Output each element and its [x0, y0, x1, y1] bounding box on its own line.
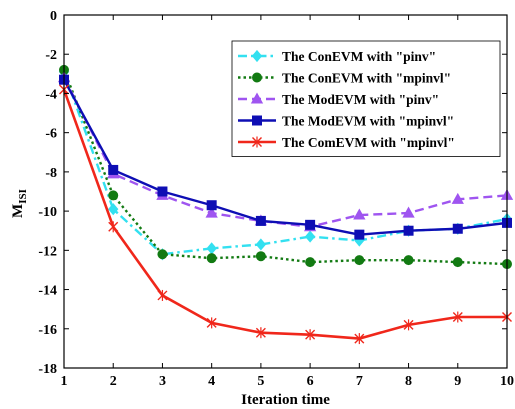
- data-point: [304, 230, 316, 243]
- legend-marker: [252, 136, 262, 148]
- y-axis-label-subscript: ISI: [17, 189, 29, 204]
- series-line: [62, 71, 508, 256]
- data-point: [205, 206, 218, 218]
- data-point: [452, 257, 463, 268]
- x-tick-label: 2: [110, 374, 117, 389]
- x-tick-label: 3: [159, 374, 166, 389]
- data-point: [305, 257, 316, 268]
- legend-marker: [252, 72, 262, 83]
- y-tick-label: -4: [45, 87, 57, 102]
- data-point: [255, 327, 266, 339]
- data-point: [206, 242, 217, 255]
- x-tick-label: 8: [405, 374, 412, 389]
- y-tick-label: -8: [45, 166, 57, 181]
- y-axis-label: MISI: [10, 189, 29, 218]
- data-point: [452, 311, 463, 323]
- data-point: [402, 206, 415, 218]
- legend-label: The ComEVM with "mpinvl": [282, 135, 455, 150]
- data-point: [353, 208, 366, 220]
- data-point: [452, 223, 463, 234]
- axis-ticks: 1 2 3 4 5 6 7 8 9 10 0 -2 -4 -6 -8 -10 -12 -14 -16 -18: [38, 9, 514, 389]
- data-point: [305, 329, 316, 341]
- legend-marker: [250, 92, 264, 104]
- legend-entry: The ModEVM with "mpinvl": [238, 114, 454, 129]
- data-point: [157, 186, 168, 197]
- x-tick-label: 4: [208, 374, 215, 389]
- data-point: [206, 317, 217, 329]
- data-point: [108, 190, 119, 201]
- series-line: [62, 79, 508, 236]
- series-line: [62, 89, 507, 340]
- x-tick-label: 7: [356, 374, 363, 389]
- data-point: [206, 200, 217, 211]
- y-tick-label: -12: [38, 244, 57, 259]
- legend-label: The ConEVM with "pinv": [282, 49, 436, 64]
- y-tick-label: -16: [38, 323, 57, 338]
- y-tick-label: 0: [50, 9, 57, 24]
- data-point: [305, 219, 316, 230]
- y-tick-label: -14: [38, 284, 57, 299]
- y-tick-label: -6: [45, 127, 57, 142]
- legend-label: The ModEVM with "mpinvl": [282, 114, 454, 129]
- data-point: [354, 229, 365, 240]
- legend-entry: The ConEVM with "mpinvl": [238, 71, 451, 86]
- legend: The ConEVM with "pinv" The ConEVM with "m…: [231, 40, 501, 157]
- data-point: [108, 203, 119, 216]
- data-point: [157, 289, 168, 301]
- y-axis-label-main: M: [10, 204, 26, 218]
- data-point: [451, 192, 464, 204]
- y-tick-label: -18: [38, 362, 57, 377]
- y-tick-label: -2: [45, 48, 57, 63]
- data-point: [108, 221, 119, 233]
- legend-label: The ModEVM with "pinv": [282, 92, 439, 107]
- legend-marker: [252, 115, 262, 126]
- plot-frame: [63, 14, 508, 369]
- legend-entry: The ModEVM with "pinv": [238, 92, 439, 107]
- data-point: [255, 251, 266, 262]
- x-tick-label: 5: [257, 374, 264, 389]
- series-2: [59, 64, 512, 270]
- data-point: [108, 164, 119, 175]
- data-point: [255, 238, 267, 251]
- data-point: [403, 319, 414, 331]
- data-point: [255, 215, 266, 226]
- x-tick-label: 10: [500, 374, 514, 389]
- x-tick-label: 6: [307, 374, 314, 389]
- legend-box: [231, 40, 501, 157]
- legend-label: The ConEVM with "mpinvl": [282, 71, 451, 86]
- data-point: [206, 253, 217, 264]
- data-point: [403, 225, 414, 236]
- data-point: [354, 255, 365, 266]
- x-tick-label: 9: [454, 374, 461, 389]
- data-point: [403, 255, 414, 266]
- legend-entry: The ComEVM with "mpinvl": [238, 135, 455, 150]
- x-tick-label: 1: [61, 374, 68, 389]
- legend-marker: [251, 49, 263, 63]
- data-point: [354, 333, 365, 345]
- x-axis-label: Iteration time: [241, 392, 330, 408]
- data-point: [157, 249, 168, 260]
- legend-entry: The ConEVM with "pinv": [238, 49, 436, 64]
- y-tick-label: -10: [38, 205, 57, 220]
